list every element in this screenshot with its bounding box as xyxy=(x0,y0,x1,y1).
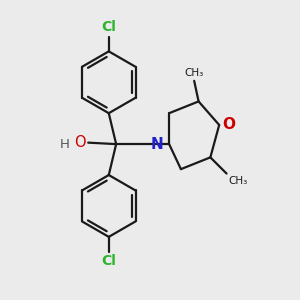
Text: CH₃: CH₃ xyxy=(228,176,247,187)
Text: Cl: Cl xyxy=(101,20,116,34)
Text: H: H xyxy=(60,138,70,151)
Text: N: N xyxy=(151,136,164,152)
Text: CH₃: CH₃ xyxy=(184,68,204,78)
Text: O: O xyxy=(74,135,86,150)
Text: O: O xyxy=(223,118,236,133)
Text: Cl: Cl xyxy=(101,254,116,268)
